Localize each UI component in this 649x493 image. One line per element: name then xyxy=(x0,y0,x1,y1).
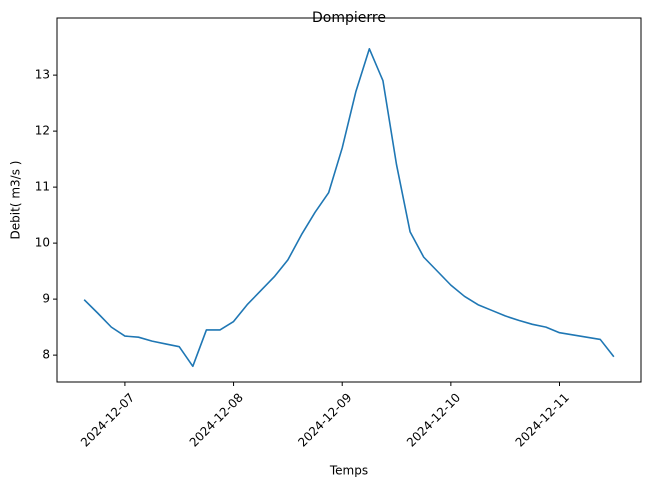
y-tick-label: 8 xyxy=(42,348,50,362)
y-tick-label: 12 xyxy=(35,124,50,138)
x-tick-label: 2024-12-09 xyxy=(295,390,354,449)
y-tick-label: 13 xyxy=(35,68,50,82)
x-tick-label: 2024-12-07 xyxy=(78,390,137,449)
x-tick-label: 2024-12-08 xyxy=(187,390,246,449)
x-axis-label: Temps xyxy=(329,464,368,478)
y-axis-label: Debit( m3/s ) xyxy=(9,161,23,240)
y-tick-label: 9 xyxy=(42,292,50,306)
x-tick-label: 2024-12-11 xyxy=(513,390,572,449)
plot-frame xyxy=(56,17,642,383)
y-tick-label: 10 xyxy=(35,236,50,250)
data-line xyxy=(83,48,615,368)
y-tick-label: 11 xyxy=(35,180,50,194)
x-tick-label: 2024-12-10 xyxy=(404,390,463,449)
